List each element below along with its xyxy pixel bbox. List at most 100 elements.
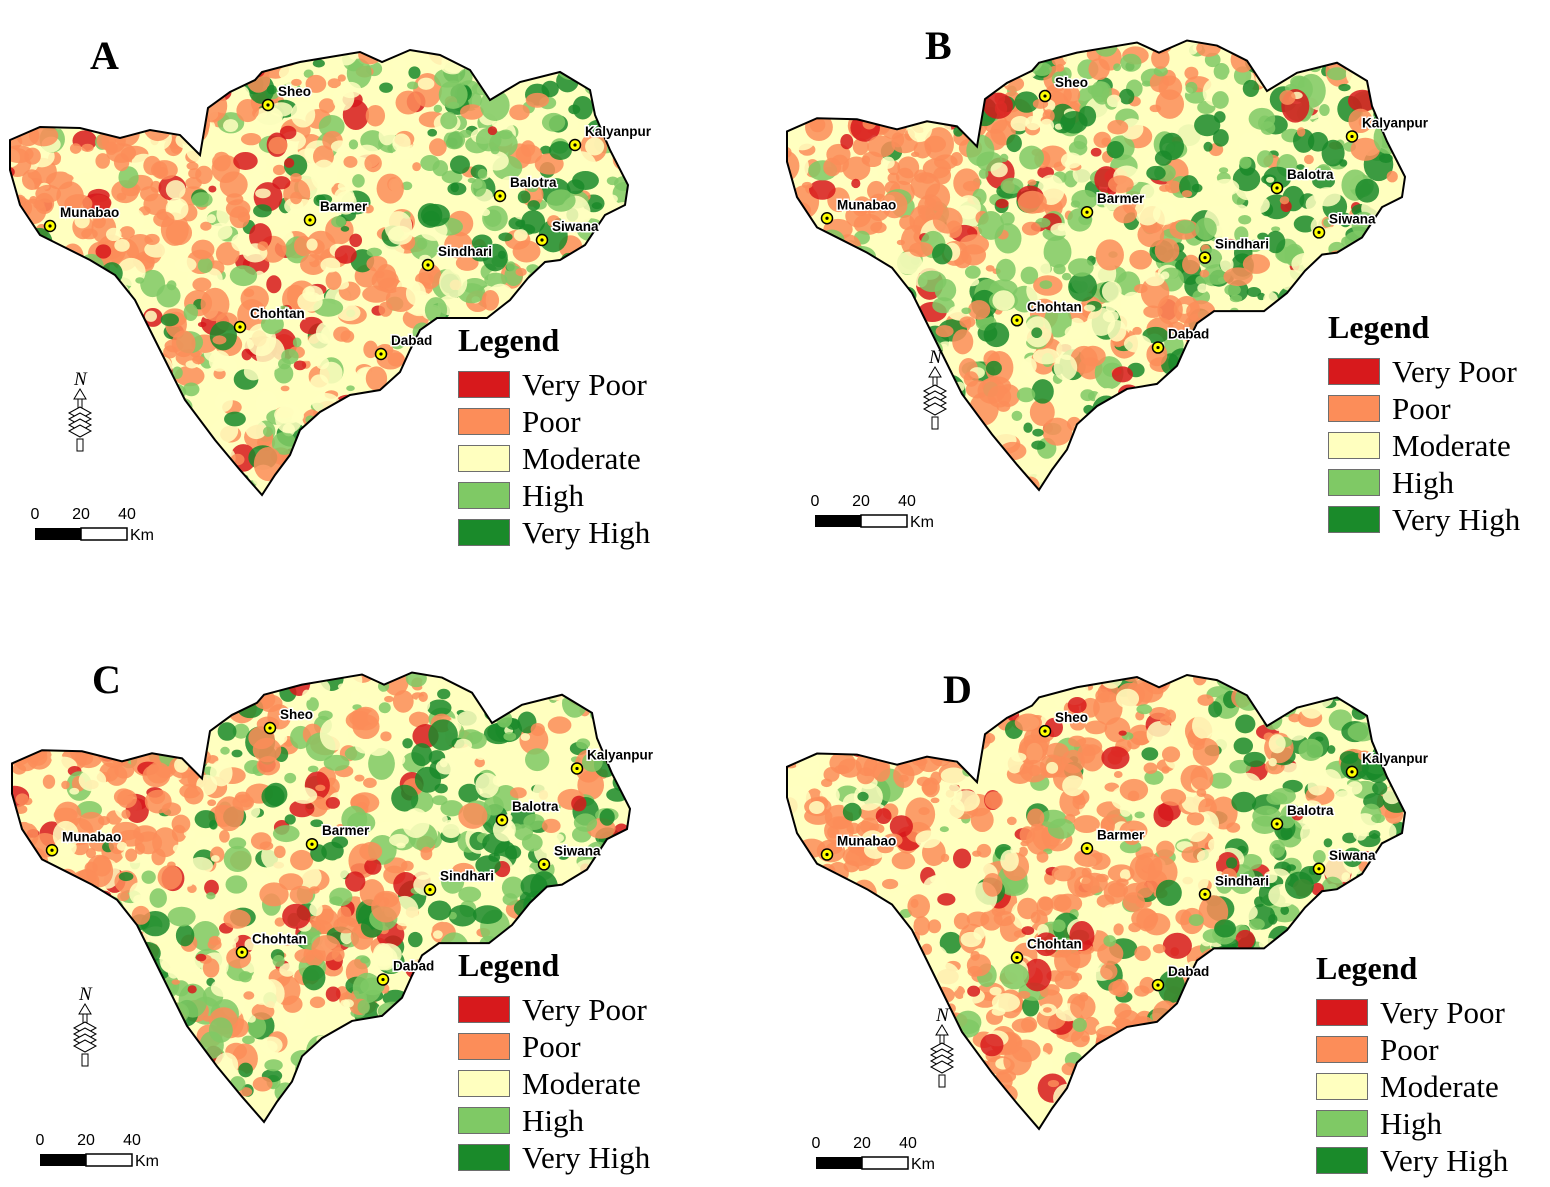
city-marker-munabao: Munabao bbox=[820, 196, 898, 225]
district-boundary bbox=[11, 671, 632, 1124]
suitability-raster bbox=[787, 40, 1405, 490]
scale-unit: Km bbox=[911, 1156, 935, 1173]
legend-item: Very Poor bbox=[458, 366, 650, 403]
scale-bar: 0 20 40 Km bbox=[811, 493, 934, 531]
scale-tick-label: 20 bbox=[77, 1132, 95, 1149]
city-label: Chohtan bbox=[250, 306, 305, 321]
legend-label: Moderate bbox=[522, 1066, 641, 1101]
city-label: Sheo bbox=[1055, 710, 1088, 725]
city-label: Kalyanpur bbox=[1362, 751, 1429, 766]
legend-label: Very Poor bbox=[1380, 995, 1505, 1030]
city-label: Chohtan bbox=[252, 931, 307, 946]
scale-unit: Km bbox=[130, 527, 154, 544]
legend-swatch bbox=[1316, 1110, 1368, 1137]
district-boundary bbox=[9, 48, 630, 497]
city-marker-sindhari: Sindhari bbox=[421, 243, 494, 272]
legend-label: Moderate bbox=[1392, 428, 1511, 463]
city-marker-chohtan: Chohtan bbox=[1010, 298, 1083, 327]
city-marker-dabad: Dabad bbox=[1151, 963, 1211, 992]
map-panel-c: Sheo Kalyanpur Munabao Balotra Barmer Siwana S… bbox=[0, 594, 775, 1187]
city-label: Siwana bbox=[1329, 211, 1376, 226]
legend-title: Legend bbox=[1328, 309, 1430, 345]
city-marker-balotra: Balotra bbox=[493, 174, 559, 203]
legend-title: Legend bbox=[1316, 950, 1418, 986]
legend-swatch bbox=[458, 1070, 510, 1097]
legend-item: Very High bbox=[1316, 1142, 1508, 1179]
scale-tick-label: 40 bbox=[123, 1132, 141, 1149]
city-marker-munabao: Munabao bbox=[820, 832, 898, 861]
legend: Legend Very Poor Poor Moderate High Very High bbox=[458, 324, 650, 551]
scale-tick-label: 40 bbox=[899, 1135, 917, 1152]
north-label: N bbox=[935, 1005, 950, 1026]
scale-tick-label: 0 bbox=[36, 1132, 45, 1149]
legend-label: Very Poor bbox=[1392, 354, 1517, 389]
north-arrow-icon: N bbox=[72, 984, 98, 1067]
city-label: Balotra bbox=[1287, 167, 1334, 182]
legend-item: Very Poor bbox=[1328, 353, 1520, 390]
city-marker-sheo: Sheo bbox=[1038, 74, 1090, 103]
city-label: Kalyanpur bbox=[585, 124, 652, 139]
city-label: Sindhari bbox=[1215, 237, 1269, 252]
city-label: Dabad bbox=[1168, 327, 1209, 342]
legend-swatch bbox=[1328, 432, 1380, 459]
legend-label: Very High bbox=[522, 515, 651, 550]
district-boundary bbox=[786, 39, 1407, 492]
city-label: Munabao bbox=[837, 834, 896, 849]
legend-swatch bbox=[1328, 506, 1380, 533]
legend-title: Legend bbox=[458, 947, 560, 983]
scale-tick-label: 40 bbox=[898, 493, 916, 510]
city-label: Munabao bbox=[837, 197, 896, 212]
legend-label: Poor bbox=[1380, 1032, 1439, 1067]
city-marker-balotra: Balotra bbox=[1270, 165, 1336, 195]
legend-item: Poor bbox=[1328, 390, 1520, 427]
city-marker-dabad: Dabad bbox=[374, 332, 434, 361]
city-marker-sheo: Sheo bbox=[1038, 709, 1090, 738]
legend-swatch bbox=[1328, 469, 1380, 496]
legend-item: High bbox=[1328, 464, 1520, 501]
legend-swatch bbox=[1316, 1147, 1368, 1174]
legend-swatch bbox=[458, 996, 510, 1023]
city-label: Sheo bbox=[278, 84, 311, 99]
legend-item: Moderate bbox=[1328, 427, 1520, 464]
legend-label: Poor bbox=[522, 404, 581, 439]
city-label: Balotra bbox=[510, 175, 557, 190]
map-canvas: Sheo Kalyanpur Munabao Balotra Barmer Siwana S… bbox=[9, 48, 653, 544]
city-label: Barmer bbox=[1097, 191, 1145, 206]
city-marker-barmer: Barmer bbox=[305, 822, 372, 851]
city-label: Siwana bbox=[554, 843, 601, 858]
map-canvas: Sheo Kalyanpur Munabao Balotra Barmer Siwana S… bbox=[786, 673, 1430, 1173]
legend-label: Very Poor bbox=[522, 992, 647, 1027]
legend-swatch bbox=[458, 1033, 510, 1060]
scale-bar: 0 20 40 Km bbox=[36, 1132, 159, 1170]
city-label: Barmer bbox=[320, 199, 368, 214]
city-marker-sheo: Sheo bbox=[261, 83, 313, 112]
legend-label: Very Poor bbox=[522, 367, 647, 402]
city-marker-barmer: Barmer bbox=[303, 198, 370, 227]
legend-label: High bbox=[1380, 1106, 1442, 1141]
city-marker-sindhari: Sindhari bbox=[1198, 235, 1271, 264]
legend-swatch bbox=[1316, 1036, 1368, 1063]
legend-label: Very High bbox=[1392, 502, 1521, 537]
city-marker-munabao: Munabao bbox=[45, 828, 123, 857]
legend-item: Moderate bbox=[458, 1065, 650, 1102]
legend-swatch bbox=[1328, 358, 1380, 385]
panel-label: C bbox=[92, 657, 121, 702]
legend-item: Poor bbox=[458, 1028, 650, 1065]
city-label: Barmer bbox=[1097, 827, 1145, 842]
city-marker-siwana: Siwana bbox=[1312, 210, 1378, 239]
north-label: N bbox=[73, 369, 88, 390]
city-marker-dabad: Dabad bbox=[1151, 325, 1211, 354]
city-marker-sindhari: Sindhari bbox=[1198, 872, 1271, 901]
city-label: Dabad bbox=[391, 333, 432, 348]
map-panel-b: Sheo Kalyanpur Munabao Balotra Barmer Siwana S… bbox=[775, 0, 1550, 593]
legend-item: Moderate bbox=[1316, 1068, 1508, 1105]
city-marker-kalyanpur: Kalyanpur bbox=[1345, 114, 1430, 143]
scale-bar: 0 20 40 Km bbox=[31, 506, 154, 544]
north-arrow-icon: N bbox=[67, 369, 93, 452]
legend-label: Very High bbox=[522, 1140, 651, 1175]
scale-tick-label: 40 bbox=[118, 506, 136, 523]
north-arrow-icon: N bbox=[922, 347, 948, 430]
legend-item: Moderate bbox=[458, 440, 650, 477]
legend-swatch bbox=[1316, 1073, 1368, 1100]
panel-label: A bbox=[90, 33, 119, 78]
